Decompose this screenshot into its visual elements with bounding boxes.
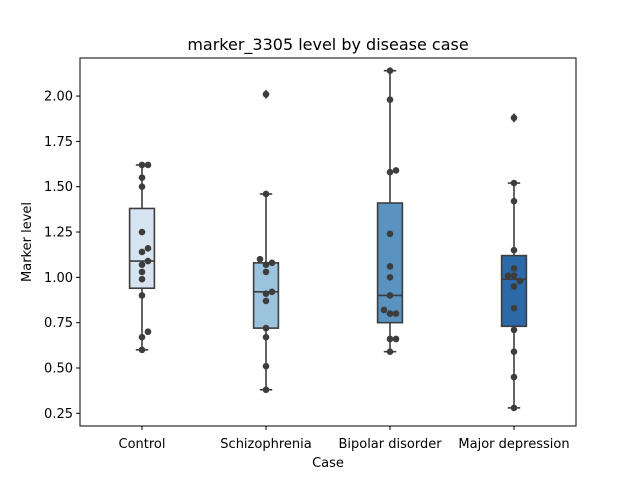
data-point <box>138 228 146 236</box>
data-point <box>510 373 518 381</box>
plot-area <box>128 67 528 412</box>
x-tick-label: Schizophrenia <box>220 437 311 452</box>
data-point <box>138 275 146 283</box>
data-point <box>144 161 152 169</box>
data-point <box>386 168 394 176</box>
data-point <box>510 197 518 205</box>
y-tick-label: 1.75 <box>44 135 73 150</box>
data-point <box>392 167 400 174</box>
data-point <box>392 335 400 343</box>
data-point <box>262 362 270 370</box>
data-point <box>262 324 270 332</box>
x-axis-label: Case <box>312 456 344 471</box>
data-point <box>510 179 518 187</box>
data-point <box>510 283 518 290</box>
x-tick-label: Major depression <box>458 437 569 452</box>
data-point <box>138 268 146 276</box>
y-tick-label: 2.00 <box>44 90 73 105</box>
data-point <box>510 348 518 355</box>
data-point <box>262 190 270 198</box>
data-point <box>138 174 146 181</box>
data-point <box>386 263 394 270</box>
chart-title: marker_3305 level by disease case <box>187 35 468 55</box>
data-point <box>392 310 400 317</box>
data-point <box>386 348 394 355</box>
y-tick-label: 1.25 <box>44 226 73 241</box>
y-axis-label: Marker level <box>20 202 35 282</box>
box-group <box>500 112 528 412</box>
data-point <box>262 333 270 341</box>
y-tick-label: 0.25 <box>44 407 73 422</box>
y-tick-label: 0.75 <box>44 316 73 331</box>
data-point <box>516 277 524 285</box>
data-point <box>510 272 518 279</box>
data-point <box>510 326 518 334</box>
data-point <box>144 245 152 252</box>
data-point <box>510 404 518 412</box>
box-group <box>128 161 156 354</box>
data-point <box>262 290 270 297</box>
data-point <box>386 335 394 343</box>
data-point <box>510 246 518 254</box>
data-point <box>138 333 146 341</box>
data-point <box>138 161 146 169</box>
box-group <box>376 67 404 355</box>
data-point <box>386 292 394 299</box>
x-tick-label: Control <box>119 437 166 452</box>
y-tick-label: 0.50 <box>44 361 73 376</box>
data-point <box>138 183 146 191</box>
data-point <box>510 114 518 122</box>
x-axis: Control Schizophrenia Bipolar disorder Majo… <box>119 426 570 452</box>
y-tick-label: 1.00 <box>44 271 73 286</box>
data-point <box>262 268 270 276</box>
data-point <box>262 386 270 394</box>
data-point <box>386 310 394 317</box>
data-point <box>144 328 152 336</box>
data-point <box>510 264 518 272</box>
x-tick-label: Bipolar disorder <box>338 437 442 452</box>
box-group <box>252 89 280 394</box>
data-point <box>138 346 146 354</box>
data-point <box>262 261 270 268</box>
data-point <box>138 292 146 299</box>
data-point <box>386 96 394 103</box>
data-point <box>386 274 394 281</box>
data-point <box>144 257 152 265</box>
data-point <box>504 272 512 279</box>
data-point <box>138 261 146 268</box>
y-axis: 0.25 0.50 0.75 1.00 1.25 1.50 1.75 2.00 <box>44 90 80 422</box>
y-tick-label: 1.50 <box>44 180 73 195</box>
data-point <box>386 230 394 238</box>
data-point <box>268 288 276 296</box>
data-point <box>262 297 270 305</box>
data-point <box>256 255 264 263</box>
data-point <box>138 248 146 256</box>
data-point <box>386 67 394 74</box>
data-point <box>268 259 276 267</box>
box-iqr <box>376 202 404 324</box>
data-point <box>262 90 270 98</box>
plot-frame <box>79 57 577 427</box>
data-point <box>380 306 388 314</box>
data-point <box>510 304 518 312</box>
